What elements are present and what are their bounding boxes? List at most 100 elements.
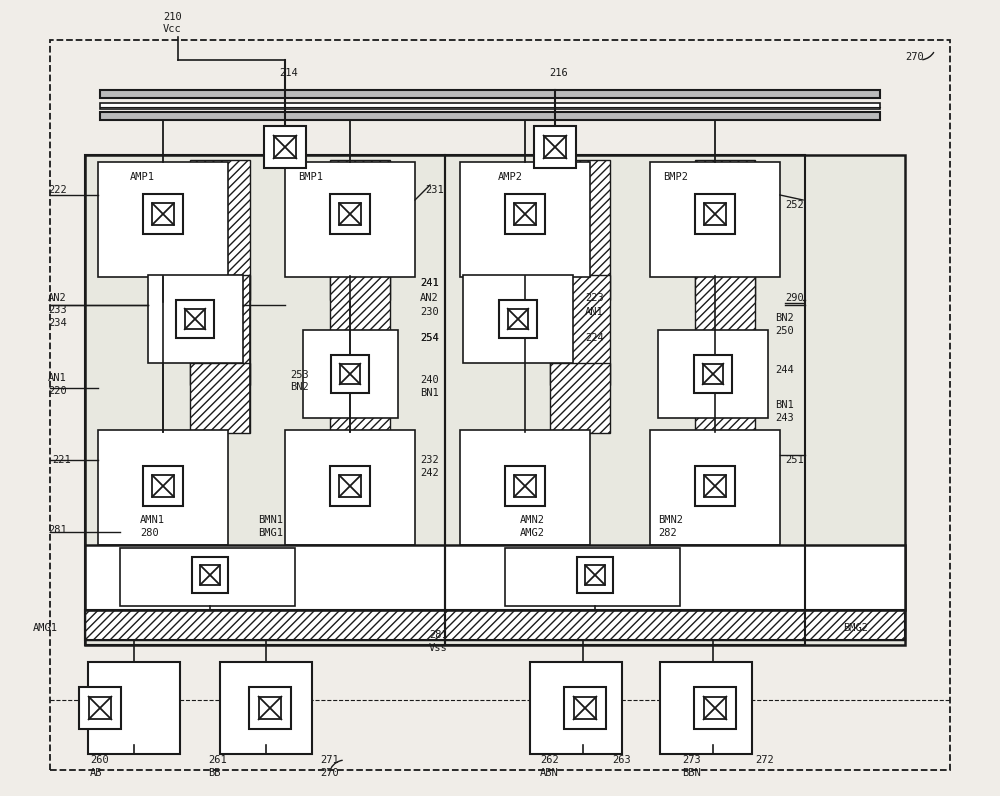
Text: BMN2: BMN2 — [658, 515, 683, 525]
Bar — [695, 194, 735, 234]
Text: 270: 270 — [905, 52, 924, 62]
Text: 232: 232 — [420, 455, 439, 465]
Bar — [85, 610, 905, 640]
Bar — [514, 203, 536, 224]
Bar — [585, 565, 605, 585]
Bar — [100, 90, 880, 98]
Text: 263: 263 — [612, 755, 631, 765]
Bar — [285, 430, 415, 545]
Text: AMN1: AMN1 — [140, 515, 165, 525]
Bar — [98, 430, 228, 545]
Text: 251: 251 — [785, 455, 804, 465]
Bar — [340, 364, 360, 384]
Bar — [143, 194, 183, 234]
Bar — [339, 475, 361, 497]
Text: 271: 271 — [320, 755, 339, 765]
Text: 230: 230 — [420, 307, 439, 317]
Bar — [574, 696, 596, 720]
Bar — [534, 126, 576, 168]
Bar — [303, 330, 398, 418]
Bar — [695, 466, 735, 506]
Bar — [564, 687, 606, 729]
Bar — [505, 194, 545, 234]
Text: 262: 262 — [540, 755, 559, 765]
Text: 223: 223 — [585, 293, 604, 303]
Text: Vcc: Vcc — [163, 24, 182, 34]
Text: 243: 243 — [775, 413, 794, 423]
Bar — [694, 355, 732, 393]
Text: 244: 244 — [775, 365, 794, 375]
Text: 241: 241 — [420, 278, 439, 288]
Bar — [463, 275, 573, 363]
Text: AMG2: AMG2 — [520, 528, 545, 538]
Bar — [88, 662, 180, 754]
Bar — [445, 155, 805, 645]
Bar — [264, 126, 306, 168]
Bar — [695, 363, 755, 433]
Text: AB: AB — [90, 768, 103, 778]
Bar — [505, 466, 545, 506]
Bar — [85, 610, 905, 640]
Text: AN1: AN1 — [48, 373, 67, 383]
Bar — [650, 162, 780, 277]
Bar — [514, 475, 536, 497]
Bar — [577, 557, 613, 593]
Text: AN1: AN1 — [585, 307, 604, 317]
Bar — [285, 162, 415, 277]
Bar — [505, 548, 680, 606]
Bar — [98, 162, 228, 277]
Text: AN2: AN2 — [48, 293, 67, 303]
Text: 240: 240 — [420, 375, 439, 385]
Text: 272: 272 — [755, 755, 774, 765]
Bar — [190, 275, 250, 385]
Bar — [100, 103, 880, 109]
Bar — [274, 135, 296, 158]
Bar — [650, 430, 780, 545]
Bar — [85, 545, 905, 610]
Text: 281: 281 — [48, 525, 67, 535]
Text: BN2: BN2 — [775, 313, 794, 323]
Bar — [530, 662, 622, 754]
Text: BBN: BBN — [682, 768, 701, 778]
Text: AMP2: AMP2 — [498, 172, 523, 182]
Text: 282: 282 — [658, 528, 677, 538]
Bar — [143, 466, 183, 506]
Text: 241: 241 — [420, 278, 439, 288]
Bar — [185, 309, 205, 330]
Text: 216: 216 — [549, 68, 568, 78]
Text: 222: 222 — [48, 185, 67, 195]
Text: BMN1: BMN1 — [258, 515, 283, 525]
Text: AMG1: AMG1 — [33, 623, 58, 633]
Bar — [176, 300, 214, 338]
Bar — [694, 687, 736, 729]
Text: 280: 280 — [140, 528, 159, 538]
Bar — [85, 155, 445, 645]
Text: 221: 221 — [52, 455, 71, 465]
Text: 281: 281 — [429, 630, 448, 640]
Bar — [658, 330, 768, 418]
Text: AN2: AN2 — [420, 293, 439, 303]
Text: 224: 224 — [585, 333, 604, 343]
Text: 220: 220 — [48, 386, 67, 396]
Text: 290: 290 — [785, 293, 804, 303]
Text: BB: BB — [208, 768, 220, 778]
Bar — [695, 275, 755, 385]
Text: 254: 254 — [420, 333, 439, 343]
Bar — [460, 430, 590, 545]
Bar — [550, 363, 610, 433]
Bar — [704, 203, 726, 224]
Bar — [331, 355, 369, 393]
Text: BMP2: BMP2 — [663, 172, 688, 182]
Bar — [85, 155, 905, 645]
Bar — [120, 548, 295, 606]
Bar — [259, 696, 281, 720]
Bar — [152, 475, 174, 497]
Bar — [660, 662, 752, 754]
Text: 210: 210 — [163, 12, 182, 22]
Bar — [330, 275, 390, 385]
Bar — [508, 309, 528, 330]
Bar — [330, 194, 370, 234]
Bar — [152, 203, 174, 224]
Text: 253: 253 — [290, 370, 309, 380]
Bar — [148, 275, 243, 363]
